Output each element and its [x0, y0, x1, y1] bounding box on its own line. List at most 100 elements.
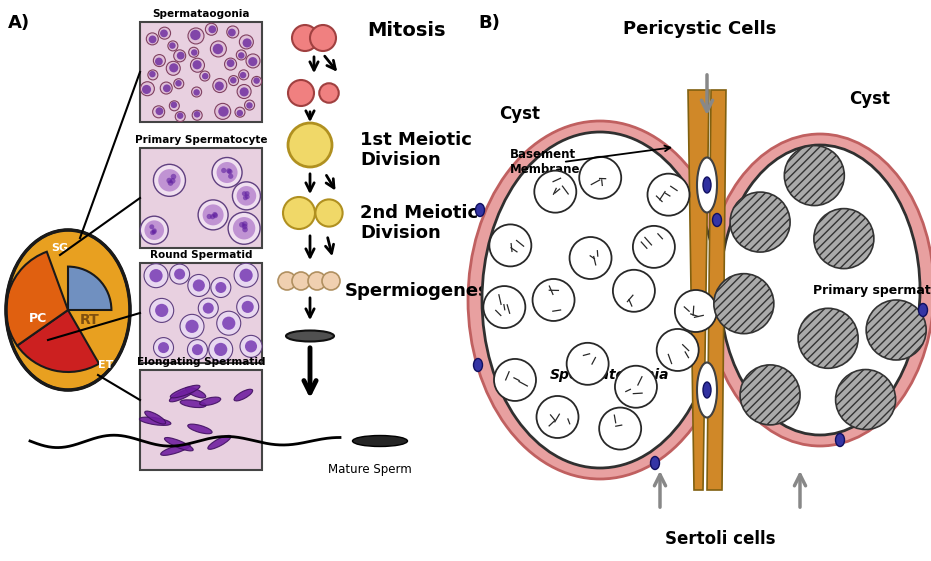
Circle shape: [146, 33, 158, 45]
Circle shape: [242, 221, 248, 227]
Circle shape: [150, 230, 155, 235]
Circle shape: [251, 76, 262, 86]
Circle shape: [160, 82, 172, 94]
Text: Basement
Membrane: Basement Membrane: [510, 148, 581, 176]
Circle shape: [191, 58, 205, 72]
Circle shape: [175, 112, 185, 122]
Circle shape: [198, 200, 228, 230]
Circle shape: [730, 192, 790, 252]
Circle shape: [167, 178, 172, 183]
Circle shape: [836, 370, 896, 430]
Circle shape: [142, 85, 151, 94]
Circle shape: [227, 26, 238, 38]
Ellipse shape: [144, 411, 166, 424]
Circle shape: [207, 214, 212, 219]
Circle shape: [210, 214, 215, 219]
Text: Cyst: Cyst: [849, 90, 890, 108]
Ellipse shape: [161, 444, 190, 456]
Circle shape: [169, 101, 180, 111]
Circle shape: [319, 83, 339, 103]
Ellipse shape: [474, 358, 482, 371]
Ellipse shape: [188, 424, 212, 434]
Circle shape: [149, 269, 163, 282]
Circle shape: [193, 60, 202, 70]
Ellipse shape: [476, 204, 484, 217]
Circle shape: [149, 35, 156, 43]
Circle shape: [570, 237, 612, 279]
Wedge shape: [6, 252, 68, 346]
Circle shape: [170, 102, 177, 108]
Ellipse shape: [165, 438, 194, 451]
Circle shape: [177, 112, 183, 119]
Circle shape: [246, 102, 252, 109]
Circle shape: [866, 300, 926, 360]
Ellipse shape: [181, 400, 206, 408]
Circle shape: [242, 227, 248, 232]
Circle shape: [308, 272, 326, 290]
Circle shape: [240, 72, 247, 79]
Circle shape: [154, 338, 173, 357]
Circle shape: [141, 82, 155, 96]
Circle shape: [215, 282, 226, 293]
Circle shape: [234, 263, 258, 287]
Ellipse shape: [170, 385, 200, 398]
Circle shape: [233, 217, 255, 240]
Circle shape: [494, 359, 536, 401]
Circle shape: [193, 279, 205, 292]
Bar: [140, 370, 262, 470]
Bar: [140, 263, 262, 363]
Circle shape: [158, 169, 181, 191]
Ellipse shape: [706, 134, 931, 446]
Circle shape: [675, 290, 717, 332]
Ellipse shape: [482, 132, 718, 468]
Wedge shape: [17, 310, 99, 372]
Circle shape: [292, 272, 310, 290]
Ellipse shape: [353, 435, 408, 447]
Circle shape: [579, 157, 621, 199]
Circle shape: [246, 54, 260, 68]
Circle shape: [714, 274, 774, 334]
Circle shape: [167, 61, 181, 75]
Circle shape: [283, 197, 315, 229]
Circle shape: [236, 296, 259, 318]
Circle shape: [240, 335, 262, 357]
Circle shape: [236, 110, 243, 116]
Circle shape: [237, 85, 251, 99]
Circle shape: [278, 272, 296, 290]
Circle shape: [198, 298, 218, 318]
Circle shape: [229, 76, 238, 86]
Circle shape: [633, 226, 675, 268]
Circle shape: [245, 194, 250, 199]
Ellipse shape: [140, 417, 171, 425]
Circle shape: [239, 269, 252, 282]
Circle shape: [228, 173, 234, 179]
Text: Primary Spermatocyte: Primary Spermatocyte: [135, 135, 267, 145]
Polygon shape: [707, 90, 726, 490]
Circle shape: [242, 191, 247, 196]
Circle shape: [155, 304, 169, 317]
Circle shape: [245, 341, 257, 352]
Circle shape: [210, 41, 226, 57]
Ellipse shape: [712, 214, 722, 227]
Circle shape: [243, 38, 251, 48]
Circle shape: [215, 81, 223, 91]
Circle shape: [144, 264, 168, 288]
Text: Round Spermatid: Round Spermatid: [150, 250, 252, 260]
Circle shape: [154, 164, 185, 196]
Circle shape: [189, 47, 198, 57]
Ellipse shape: [697, 362, 717, 417]
Circle shape: [203, 302, 214, 314]
Circle shape: [213, 44, 223, 54]
Circle shape: [784, 145, 844, 205]
Circle shape: [148, 70, 158, 80]
Ellipse shape: [703, 177, 711, 193]
Ellipse shape: [720, 145, 920, 435]
Circle shape: [228, 29, 236, 36]
Circle shape: [483, 286, 525, 328]
Bar: [140, 22, 262, 122]
Text: Spermataogonia: Spermataogonia: [153, 9, 250, 19]
Ellipse shape: [651, 457, 659, 470]
Ellipse shape: [286, 330, 334, 342]
Circle shape: [239, 222, 245, 228]
Wedge shape: [68, 266, 112, 310]
